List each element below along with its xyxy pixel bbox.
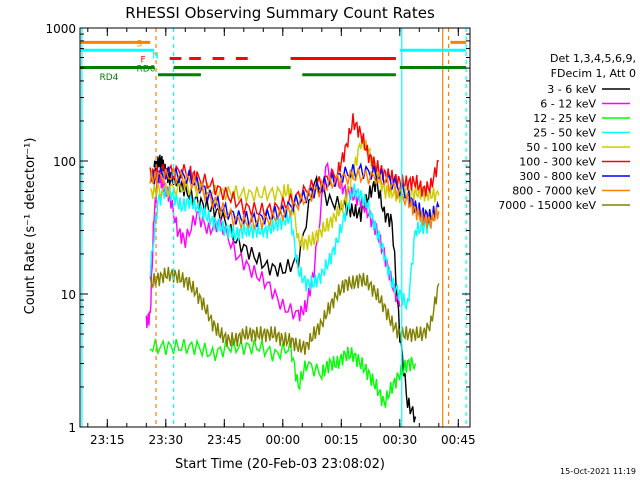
generated-timestamp: 15-Oct-2021 11:19 — [560, 467, 636, 476]
annotation-label-4: RD0 — [137, 64, 156, 74]
legend: Det 1,3,4,5,6,9, FDecim 1, Att 0 3 - 6 k… — [498, 52, 636, 212]
axis-layer: 1 10 100 1000 23:15 23:30 23:45 00:00 00:15 00:30… — [45, 22, 475, 447]
series-line-9 — [149, 266, 440, 355]
legend-header-line-2: FDecim 1, Att 0 — [551, 67, 636, 80]
x-tick-label-2: 23:30 — [149, 433, 184, 447]
legend-label-8: 800 - 7000 keV — [512, 185, 596, 198]
legend-label-6: 100 - 300 keV — [519, 156, 596, 169]
legend-label-2: 6 - 12 keV — [540, 98, 596, 111]
legend-label-9: 7000 - 15000 keV — [498, 199, 596, 212]
legend-label-7: 300 - 800 keV — [519, 170, 596, 183]
plot-frame — [79, 27, 471, 428]
chart-title: RHESSI Observing Summary Count Rates — [125, 4, 435, 22]
x-tick-label-4: 00:00 — [266, 433, 301, 447]
y-tick-label-2: 10 — [61, 288, 76, 302]
legend-label-4: 25 - 50 keV — [533, 127, 596, 140]
series-line-2 — [145, 161, 401, 329]
y-tick-label-3: 100 — [53, 155, 76, 169]
legend-label-1: 3 - 6 keV — [547, 83, 596, 96]
x-tick-label-6: 00:30 — [383, 433, 418, 447]
x-tick-label-1: 23:15 — [90, 433, 125, 447]
legend-label-5: 50 - 100 keV — [526, 141, 596, 154]
data-layer — [145, 113, 440, 423]
legend-label-3: 12 - 25 keV — [533, 112, 596, 125]
x-tick-label-5: 00:15 — [324, 433, 359, 447]
annotation-label-5: RD4 — [100, 73, 119, 83]
x-axis-label: Start Time (20-Feb-03 23:08:02) — [175, 457, 385, 472]
y-axis-label: Count Rate (s⁻¹ detector⁻¹) — [23, 138, 38, 315]
annotation-label-3: F — [140, 55, 145, 65]
annotation-label-2: N — [152, 51, 159, 61]
y-tick-label-4: 1000 — [45, 22, 76, 36]
series-line-3 — [149, 337, 417, 408]
series-line-8 — [149, 167, 440, 232]
series-line-4 — [149, 182, 432, 311]
annotation-label-1: S — [137, 39, 143, 49]
y-tick-label-1: 1 — [68, 421, 76, 435]
x-tick-label-7: 00:45 — [441, 433, 476, 447]
legend-header-line-1: Det 1,3,4,5,6,9, — [550, 52, 636, 65]
x-tick-label-3: 23:45 — [207, 433, 242, 447]
series-line-1 — [153, 154, 417, 423]
series-line-7 — [149, 162, 440, 228]
